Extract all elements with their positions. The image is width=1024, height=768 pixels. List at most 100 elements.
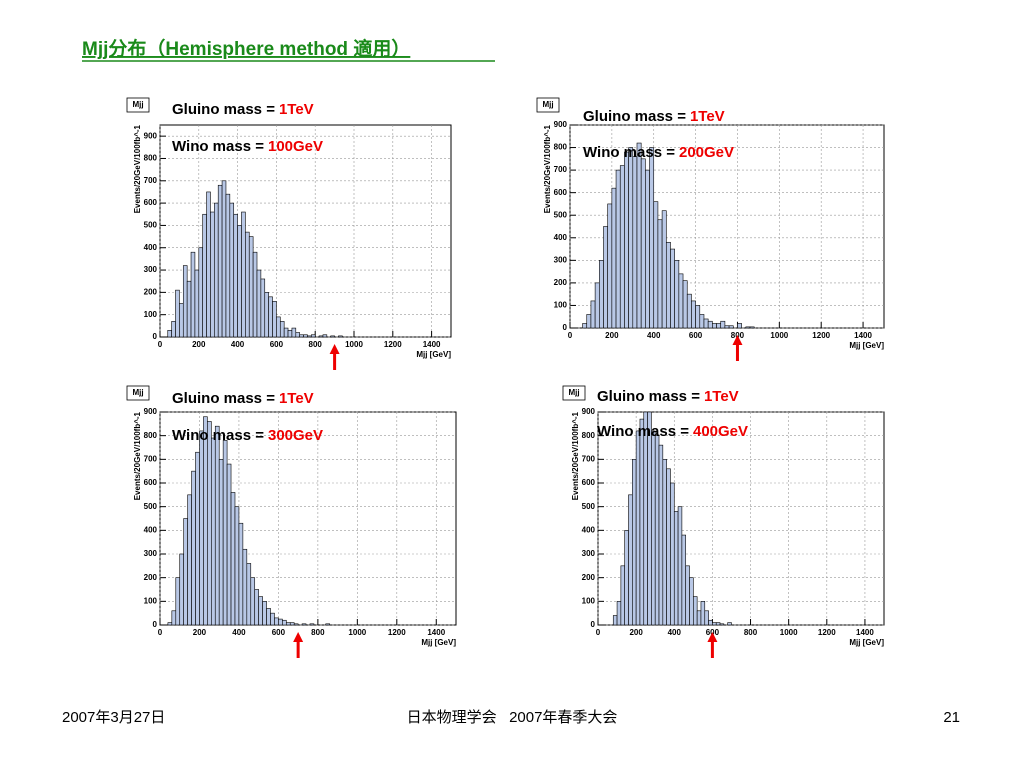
annotation-value: 400GeV [693, 423, 748, 440]
bar [649, 147, 655, 329]
y-tick-label: 200 [144, 573, 158, 582]
annotation: Gluino mass = 1TeV [172, 390, 314, 407]
bar [293, 623, 299, 626]
y-tick-label: 500 [554, 210, 568, 219]
y-tick-label: 600 [582, 478, 596, 487]
y-tick-label: 600 [144, 478, 158, 487]
bar [171, 610, 177, 626]
x-tick-label: 800 [744, 628, 758, 637]
y-tick-label: 800 [144, 431, 158, 440]
footer-date: 2007年3月27日 [62, 709, 165, 726]
bar [716, 323, 722, 329]
bar [737, 323, 742, 329]
x-tick-label: 1400 [854, 331, 872, 340]
annotation-value: 300GeV [268, 427, 323, 444]
bar [612, 615, 618, 626]
bar [620, 565, 625, 626]
bar [318, 335, 324, 338]
bar [283, 327, 289, 338]
bar [179, 303, 184, 338]
x-tick-label: 1200 [818, 628, 836, 637]
annotation-value: 200GeV [679, 144, 734, 161]
annotation: Gluino mass = 1TeV [172, 101, 314, 118]
bar [191, 470, 196, 626]
footer-page: 21 [943, 709, 960, 726]
y-tick-label: 200 [144, 287, 158, 296]
y-tick-label: 700 [144, 454, 158, 463]
annotation-text: Gluino mass = [583, 108, 686, 125]
bar [695, 305, 701, 329]
annotation-text: Gluino mass = [172, 101, 275, 118]
bar [670, 248, 675, 329]
bar [268, 296, 273, 338]
bar [674, 260, 680, 329]
bar [187, 494, 192, 626]
bar [662, 459, 667, 626]
bar [616, 601, 622, 626]
bar [708, 619, 713, 626]
bar [665, 241, 671, 329]
y-tick-label: 800 [554, 143, 568, 152]
x-tick-label: 1200 [812, 331, 830, 340]
x-axis-label: Mjj [GeV] [849, 638, 884, 647]
bar [299, 334, 304, 338]
bar [685, 565, 690, 626]
y-tick-label: 300 [582, 549, 596, 558]
stat-box [126, 385, 150, 401]
bar [628, 494, 633, 626]
y-tick-label: 100 [582, 596, 596, 605]
x-tick-label: 800 [309, 340, 323, 349]
bar [599, 260, 604, 329]
bar [719, 623, 725, 626]
stat-box [562, 385, 586, 401]
bar [262, 601, 267, 626]
x-tick-label: 400 [647, 331, 661, 340]
bar [693, 596, 698, 626]
bar [611, 187, 617, 329]
bar [651, 430, 656, 626]
annotation: Wino mass = 200GeV [583, 144, 734, 161]
bar [279, 321, 285, 338]
bar [635, 430, 641, 626]
stat-box [126, 97, 150, 113]
annotation: Wino mass = 300GeV [172, 427, 323, 444]
bar [712, 622, 717, 626]
x-tick-label: 1000 [770, 331, 788, 340]
bar [330, 335, 335, 338]
y-tick-label: 900 [144, 407, 158, 416]
x-tick-label: 400 [232, 628, 246, 637]
y-tick-label: 400 [554, 233, 568, 242]
bar [238, 522, 244, 626]
bar [270, 612, 275, 626]
bar [658, 444, 664, 626]
y-tick-label: 600 [554, 188, 568, 197]
bar [645, 169, 650, 329]
y-tick-label: 500 [582, 502, 596, 511]
y-tick-label: 300 [144, 265, 158, 274]
bar [295, 332, 300, 338]
bar [628, 147, 634, 329]
bar [190, 251, 196, 338]
bar [282, 619, 287, 626]
bar [285, 622, 291, 626]
x-tick-label: 200 [629, 628, 643, 637]
bar [252, 251, 258, 338]
bar [615, 169, 621, 329]
bar [590, 300, 596, 329]
bar [654, 435, 660, 626]
bar [207, 421, 212, 626]
bar [222, 440, 228, 626]
x-tick-label: 0 [568, 331, 573, 340]
bar [289, 622, 295, 626]
bar [195, 451, 200, 626]
bar [325, 623, 331, 626]
bar [624, 530, 629, 626]
bar [311, 334, 316, 338]
bar [640, 158, 646, 329]
bar [703, 318, 709, 329]
y-tick-label: 200 [554, 278, 568, 287]
bar [749, 326, 755, 329]
y-tick-label: 0 [153, 620, 158, 629]
bar [225, 193, 231, 338]
bar [272, 300, 277, 338]
